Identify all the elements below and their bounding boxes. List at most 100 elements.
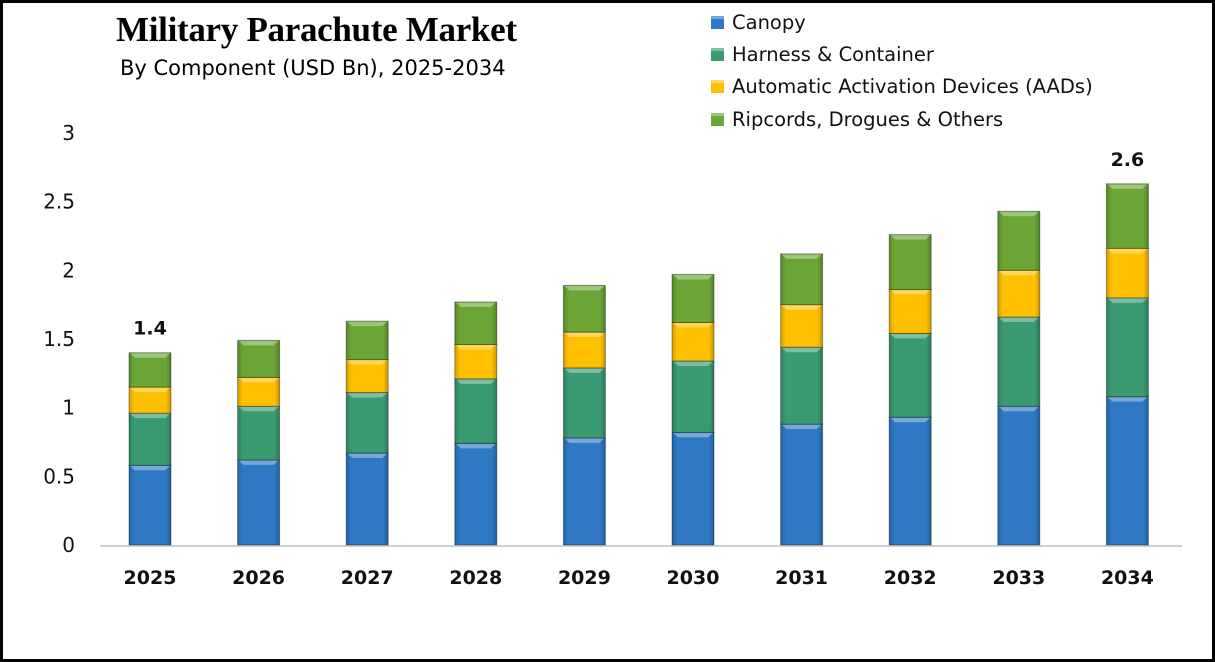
bar-segment-canopy-2029 — [562, 437, 606, 546]
y-tick-label: 1 — [62, 396, 75, 420]
bar-segment-ripcords-drogues-others-2033 — [997, 210, 1041, 271]
bar-bevel-shade — [129, 413, 171, 466]
legend-label: Canopy — [732, 10, 806, 34]
bar-segment-automatic-activation-devices-aads-2027 — [345, 359, 389, 394]
bar-bevel-highlight — [998, 270, 1039, 276]
bar-bevel-shade — [780, 304, 823, 348]
bar-bevel-highlight — [238, 377, 279, 383]
bar-bevel-shade — [889, 289, 932, 334]
bar-bevel-shade — [346, 321, 389, 360]
bar-bevel-highlight — [130, 353, 170, 358]
bar-bevel-highlight — [238, 460, 279, 465]
bar-bevel-highlight — [1107, 298, 1148, 303]
bar-bevel-shade — [889, 234, 932, 290]
bar-bevel-highlight — [455, 302, 496, 307]
legend-item-ripcords: Ripcords, Drogues & Others — [711, 103, 1093, 135]
data-labels: 1.4 2.6 — [133, 149, 1144, 340]
x-tick-label: 2030 — [667, 567, 720, 589]
bar-bevel-shade — [997, 211, 1040, 271]
bar-segment-automatic-activation-devices-aads-2032 — [888, 289, 932, 335]
legend-swatch-harness-container — [711, 47, 724, 61]
bar-bevel-shade — [780, 347, 823, 425]
bar-bevel-shade — [997, 317, 1040, 407]
bar-segment-harness-container-2028 — [454, 378, 498, 444]
bar-bevel-highlight — [781, 305, 822, 310]
x-tick-label: 2031 — [775, 567, 828, 589]
bar-bevel-shade — [237, 340, 280, 378]
x-axis: 2025 2026 2027 2028 2029 2030 2031 2032 2033 2034 — [124, 567, 1154, 589]
bar-segment-canopy-2025 — [128, 464, 172, 546]
bar-segment-canopy-2027 — [345, 452, 389, 546]
bar-bevel-highlight — [347, 321, 388, 327]
x-tick-label: 2026 — [232, 567, 285, 589]
bar-bevel-highlight — [564, 332, 605, 338]
bar-segment-automatic-activation-devices-aads-2026 — [237, 376, 281, 407]
bar-bevel-highlight — [564, 438, 605, 443]
bar-bevel-highlight — [1107, 397, 1148, 402]
y-axis: 0 0.5 1 1.5 2 2.5 3 — [43, 121, 75, 557]
bar-segment-canopy-2026 — [237, 459, 281, 546]
bar-segment-automatic-activation-devices-aads-2025 — [128, 386, 172, 414]
x-tick-label: 2027 — [341, 567, 394, 589]
bar-bevel-shade — [454, 301, 497, 345]
bar-segment-ripcords-drogues-others-2034 — [1105, 183, 1149, 249]
bar-bevel-highlight — [564, 285, 605, 291]
legend-swatch-canopy — [711, 15, 724, 29]
bar-bevel-shade — [454, 344, 497, 379]
bar-bevel-highlight — [998, 317, 1039, 323]
y-tick-label: 0 — [62, 533, 75, 557]
bar-bevel-highlight — [673, 323, 713, 328]
bar-bevel-highlight — [347, 453, 388, 458]
bar-segment-canopy-2034 — [1105, 396, 1149, 546]
bar-segment-ripcords-drogues-others-2026 — [237, 339, 281, 378]
bar-bevel-shade — [563, 367, 606, 438]
bar-bevel-highlight — [781, 254, 822, 259]
bar-bevel-shade — [346, 359, 389, 393]
bar-bevel-highlight — [781, 424, 822, 430]
bar-bevel-highlight — [130, 413, 170, 419]
bar-bevel-shade — [889, 333, 932, 418]
bar-bevel-highlight — [347, 360, 388, 365]
bar-segment-automatic-activation-devices-aads-2028 — [454, 343, 498, 380]
y-tick-label: 2.5 — [43, 190, 75, 214]
bar-bevel-shade — [997, 406, 1040, 545]
bar-bevel-highlight — [455, 379, 496, 384]
legend-item-aads: Automatic Activation Devices (AADs) — [711, 71, 1093, 103]
bar-segment-harness-container-2032 — [888, 333, 932, 418]
bar-segment-automatic-activation-devices-aads-2029 — [562, 331, 606, 369]
bar-segment-ripcords-drogues-others-2028 — [454, 301, 498, 345]
data-label-2034: 2.6 — [1111, 149, 1145, 171]
bar-segment-harness-container-2033 — [997, 316, 1041, 407]
bar-bevel-highlight — [130, 465, 170, 471]
x-tick-label: 2025 — [124, 567, 177, 589]
bar-bevel-shade — [780, 253, 823, 305]
bar-bevel-highlight — [1107, 184, 1148, 189]
bar-segment-automatic-activation-devices-aads-2031 — [780, 304, 824, 348]
x-tick-label: 2034 — [1101, 567, 1154, 589]
bar-bevel-shade — [454, 443, 497, 545]
bar-bevel-shade — [1106, 183, 1149, 249]
y-tick-label: 3 — [62, 121, 75, 145]
bar-bevel-highlight — [130, 387, 170, 393]
bar-bevel-highlight — [455, 344, 496, 350]
bar-bevel-highlight — [673, 432, 713, 438]
chart-subtitle: By Component (USD Bn), 2025-2034 — [120, 56, 506, 80]
bars — [128, 183, 1149, 546]
bar-bevel-shade — [237, 377, 280, 407]
bar-bevel-highlight — [781, 347, 822, 353]
bar-bevel-shade — [889, 417, 932, 545]
bar-segment-harness-container-2034 — [1105, 297, 1149, 398]
bar-segment-automatic-activation-devices-aads-2030 — [671, 322, 715, 362]
y-tick-label: 2 — [62, 258, 75, 282]
bar-bevel-shade — [237, 406, 280, 460]
bar-bevel-shade — [672, 360, 714, 433]
bar-segment-harness-container-2026 — [237, 405, 281, 461]
bar-segment-automatic-activation-devices-aads-2033 — [997, 269, 1041, 318]
legend-swatch-aads — [711, 80, 724, 94]
bar-bevel-shade — [129, 352, 171, 388]
bar-bevel-highlight — [347, 393, 388, 398]
bar-bevel-highlight — [455, 443, 496, 449]
legend-item-harness-container: Harness & Container — [711, 38, 1093, 70]
bar-bevel-shade — [780, 424, 823, 545]
legend-label: Ripcords, Drogues & Others — [732, 107, 1004, 131]
